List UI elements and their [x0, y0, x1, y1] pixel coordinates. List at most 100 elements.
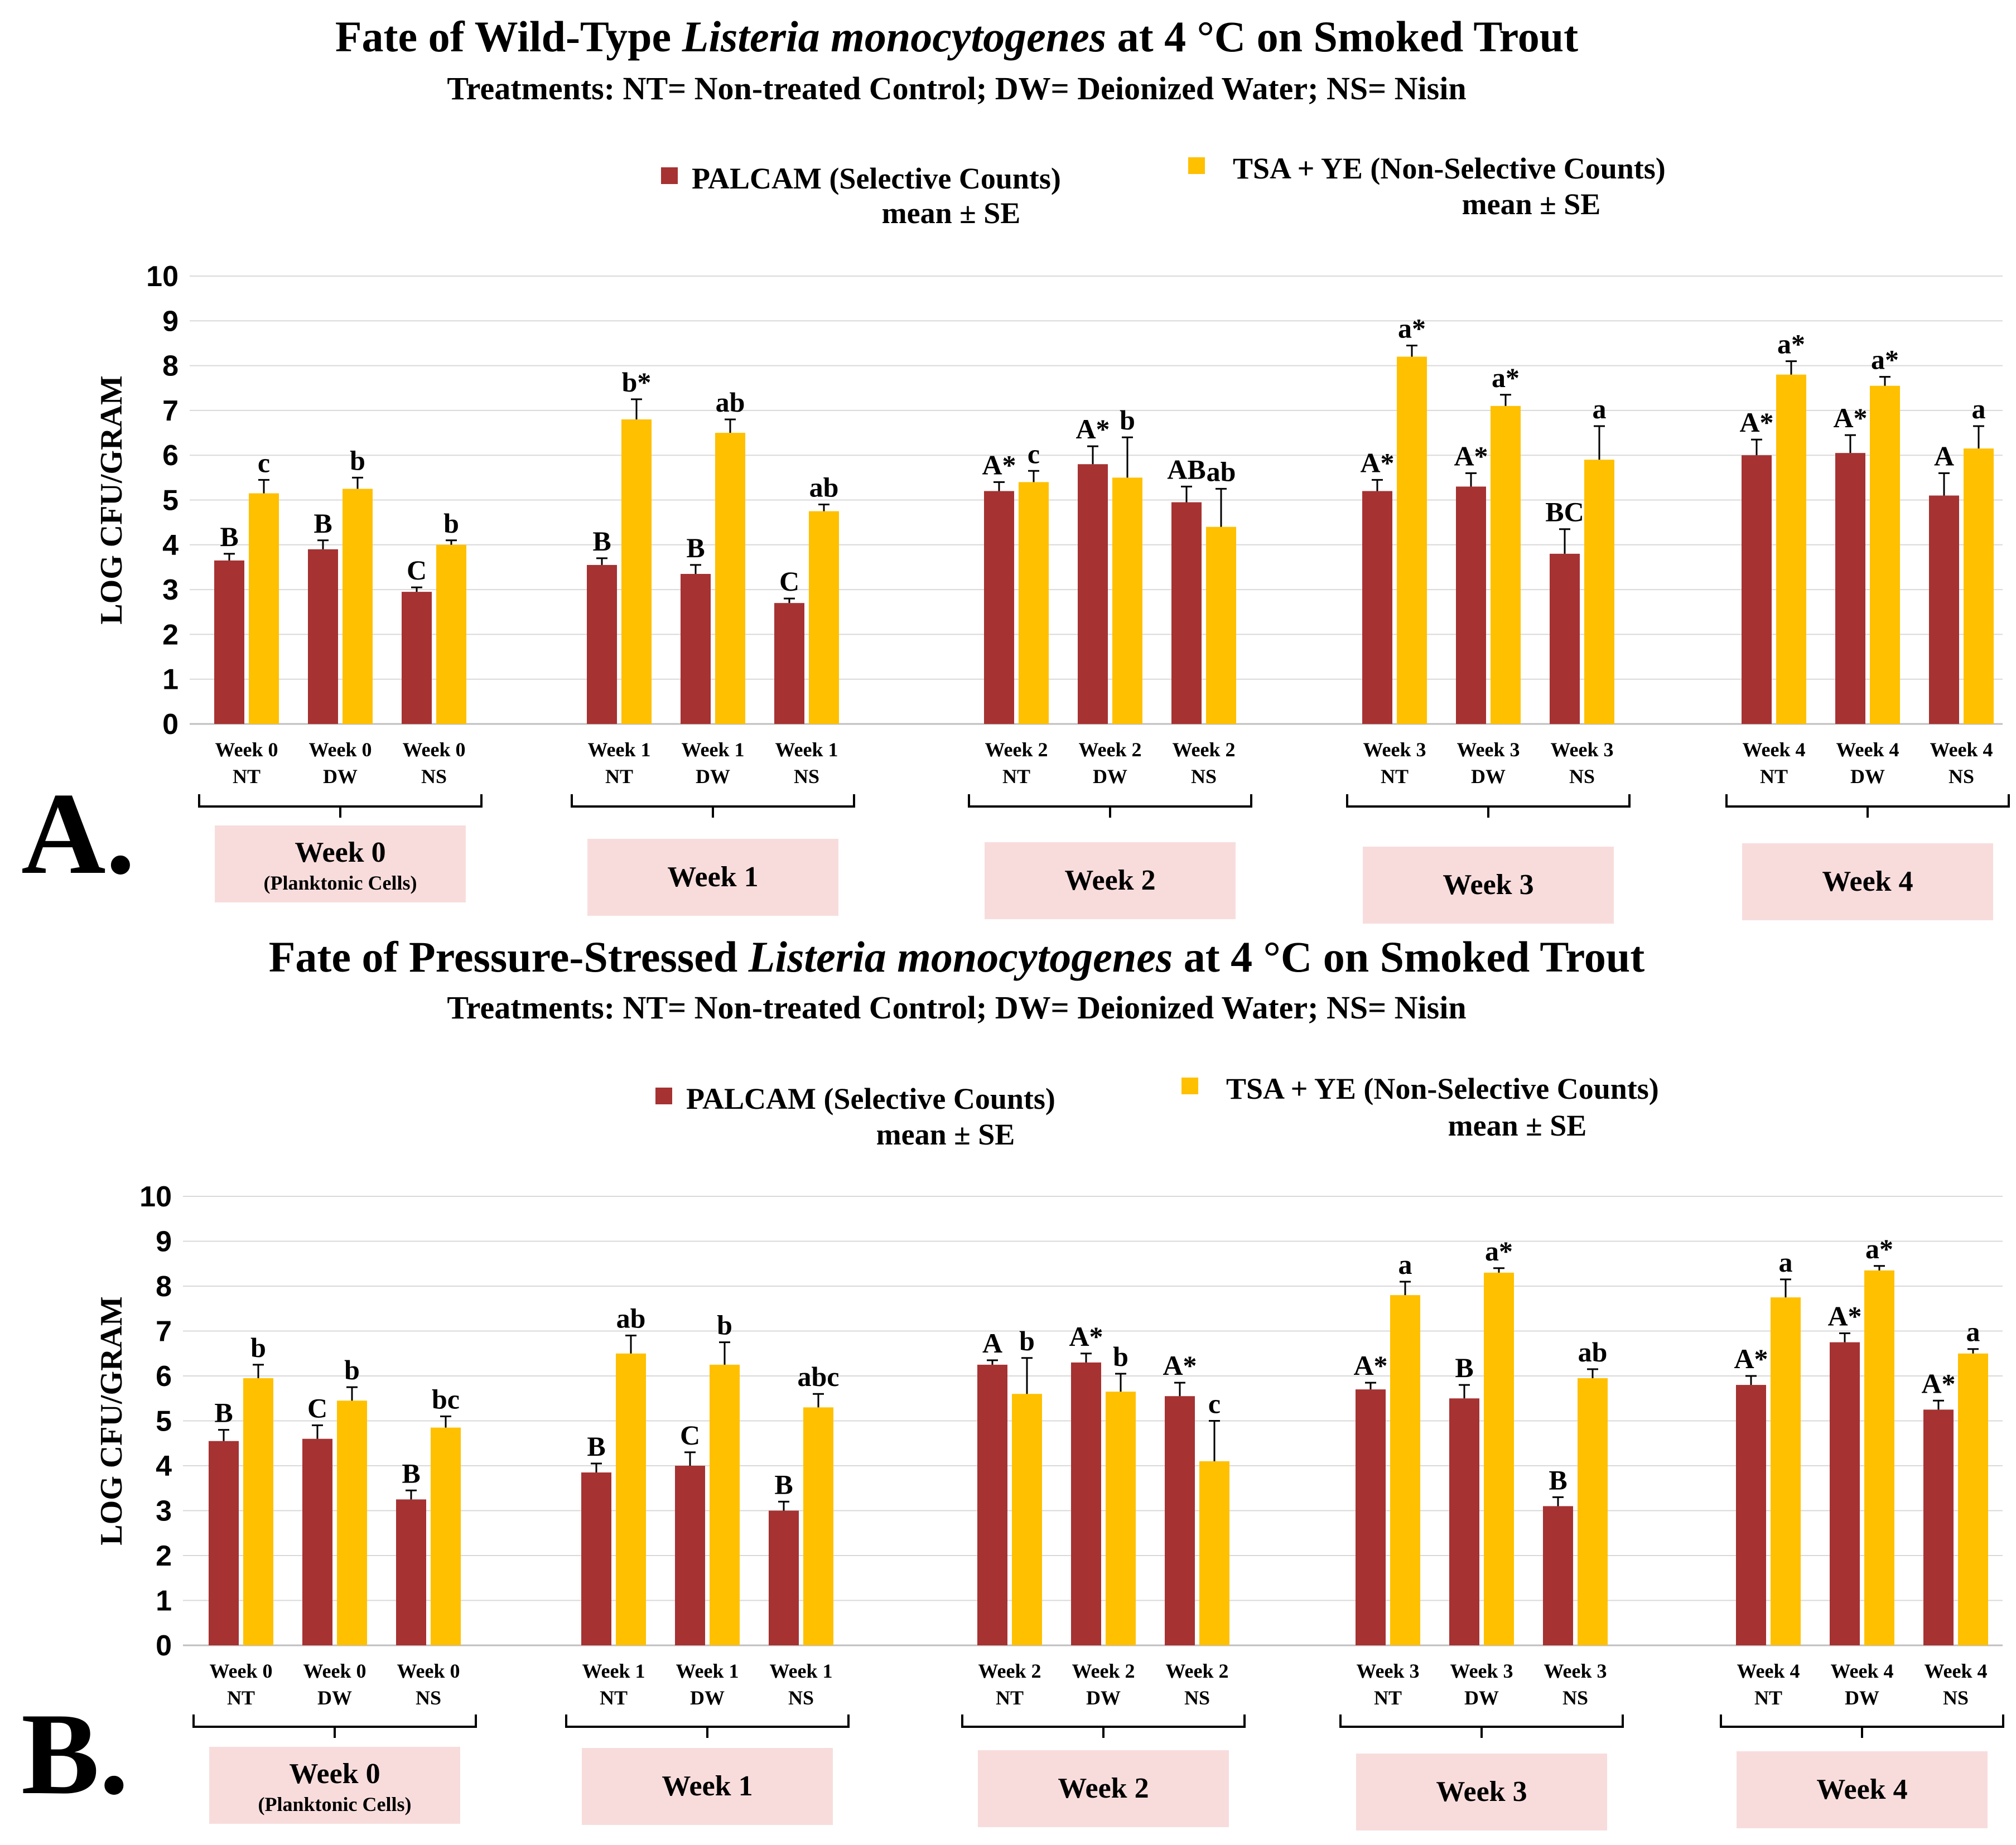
category-label-treatment: DW	[1093, 765, 1127, 788]
bar-tsa	[1958, 1353, 1988, 1645]
sig-label-palcam: C	[407, 554, 427, 586]
category-label-week: Week 0	[397, 1660, 460, 1682]
bar-palcam	[1362, 491, 1392, 724]
category-label-week: Week 0	[403, 738, 466, 761]
bar-tsa	[1397, 356, 1427, 724]
category-label-week: Week 2	[1079, 738, 1142, 761]
bar-palcam	[308, 549, 338, 724]
category-label-treatment: NT	[1381, 765, 1409, 788]
bar-tsa	[343, 489, 373, 724]
category-label-week: Week 1	[775, 738, 838, 761]
bar-tsa	[1199, 1461, 1229, 1645]
category-label-week: Week 4	[1737, 1660, 1800, 1682]
sig-label-tsa: ab	[716, 387, 745, 418]
category-label-treatment: NT	[600, 1687, 628, 1709]
sig-label-palcam: BC	[1545, 496, 1584, 528]
week-label: Week 4	[1816, 1774, 1907, 1805]
category-label-week: Week 4	[1925, 1660, 1988, 1682]
sig-label-palcam: A*	[1075, 413, 1110, 445]
bar-palcam	[1923, 1409, 1954, 1645]
category-label-week: Week 1	[588, 738, 651, 761]
week-group-2: A* c Week 2 NT A* b Week 2 DW AB ab Week 2 NS Week 2	[968, 404, 1252, 919]
chart-title-suffix: at 4 °C on Smoked Trout	[1173, 933, 1644, 981]
bar-tsa	[1012, 1394, 1042, 1645]
sig-label-palcam: A*	[1163, 1350, 1197, 1381]
bar-tsa	[616, 1353, 646, 1645]
legend-sub-palcam: mean ± SE	[876, 1118, 1015, 1151]
y-tick-label: 1	[156, 1585, 172, 1617]
category-label-treatment: NS	[1569, 765, 1595, 788]
sig-label-palcam: B	[686, 532, 705, 563]
bar-palcam	[1550, 553, 1580, 724]
group-brace	[1720, 1714, 2004, 1738]
category-label-treatment: NT	[1760, 765, 1788, 788]
bar-palcam	[984, 491, 1014, 724]
sig-label-palcam: B	[587, 1431, 605, 1462]
category-label-treatment: DW	[690, 1687, 725, 1709]
week-label: Week 0	[289, 1758, 380, 1790]
sig-label-tsa: b	[443, 508, 459, 539]
sig-label-tsa: b	[717, 1310, 732, 1341]
category-label-week: Week 3	[1450, 1660, 1513, 1682]
category-label-treatment: NS	[794, 765, 819, 788]
y-tick-label: 9	[162, 305, 179, 337]
week-label: Week 3	[1443, 869, 1533, 901]
category-label-treatment: DW	[1850, 765, 1885, 788]
sig-label-palcam: A*	[1069, 1321, 1103, 1352]
bar-palcam	[1356, 1389, 1386, 1645]
y-axis-label: LOG CFU/GRAM	[94, 1296, 129, 1545]
bar-tsa	[715, 433, 745, 724]
category-label-treatment: NT	[996, 1687, 1024, 1709]
category-label-treatment: NS	[788, 1687, 814, 1709]
chart-title: Fate of Wild-Type Listeria monocytogenes…	[335, 12, 1578, 61]
bar-tsa	[243, 1378, 273, 1645]
chart-panel-b: Fate of Pressure-Stressed Listeria monoc…	[21, 933, 2004, 1830]
bar-palcam	[1078, 464, 1108, 724]
sig-label-palcam: B	[774, 1469, 793, 1500]
y-tick-label: 5	[162, 485, 179, 517]
y-tick-label: 7	[162, 395, 179, 427]
category-label-week: Week 1	[676, 1660, 739, 1682]
sig-label-palcam: A*	[1734, 1343, 1768, 1374]
bar-palcam	[774, 603, 804, 724]
week-label: Week 2	[1058, 1772, 1149, 1804]
legend-label-palcam: PALCAM (Selective Counts)	[692, 162, 1061, 195]
sig-label-tsa: b	[344, 1354, 360, 1385]
legend-label-tsa: TSA + YE (Non-Selective Counts)	[1233, 152, 1666, 185]
sig-label-tsa: a*	[1492, 362, 1520, 393]
group-brace	[1339, 1714, 1624, 1738]
bar-palcam	[1165, 1396, 1195, 1645]
group-brace	[198, 794, 483, 818]
category-label-week: Week 2	[978, 1660, 1041, 1682]
category-label-week: Week 0	[303, 1660, 366, 1682]
sig-label-tsa: b	[1113, 1341, 1128, 1372]
bar-palcam	[396, 1499, 426, 1645]
y-tick-label: 3	[156, 1495, 172, 1528]
sig-label-tsa: b*	[622, 366, 652, 398]
bar-tsa	[1019, 482, 1049, 724]
sig-label-palcam: B	[220, 521, 238, 552]
week-label-box	[587, 839, 838, 916]
week-label: Week 4	[1822, 866, 1913, 897]
chart-title-prefix: Fate of Pressure-Stressed	[269, 933, 749, 981]
legend-swatch-palcam	[655, 1088, 672, 1104]
sig-label-palcam: A*	[1921, 1368, 1955, 1399]
bar-palcam	[1171, 502, 1202, 724]
category-label-treatment: NT	[605, 765, 633, 788]
sig-label-tsa: b	[1019, 1325, 1035, 1356]
bar-tsa	[1578, 1378, 1608, 1645]
week-label-box	[215, 825, 466, 902]
bar-tsa	[809, 511, 839, 724]
sig-label-tsa: b	[250, 1332, 266, 1363]
category-label-treatment: NT	[233, 765, 261, 788]
y-tick-label: 7	[156, 1316, 172, 1348]
y-tick-label: 10	[139, 1181, 172, 1213]
week-label: Week 1	[662, 1770, 753, 1802]
week-group-3: A* a* Week 3 NT A* a* Week 3 DW BC a Week 3 NS Week …	[1346, 312, 1631, 924]
category-label-week: Week 4	[1831, 1660, 1894, 1682]
legend-label-tsa: TSA + YE (Non-Selective Counts)	[1226, 1072, 1659, 1105]
week-label-box	[1356, 1754, 1607, 1830]
y-tick-label: 1	[162, 664, 179, 696]
